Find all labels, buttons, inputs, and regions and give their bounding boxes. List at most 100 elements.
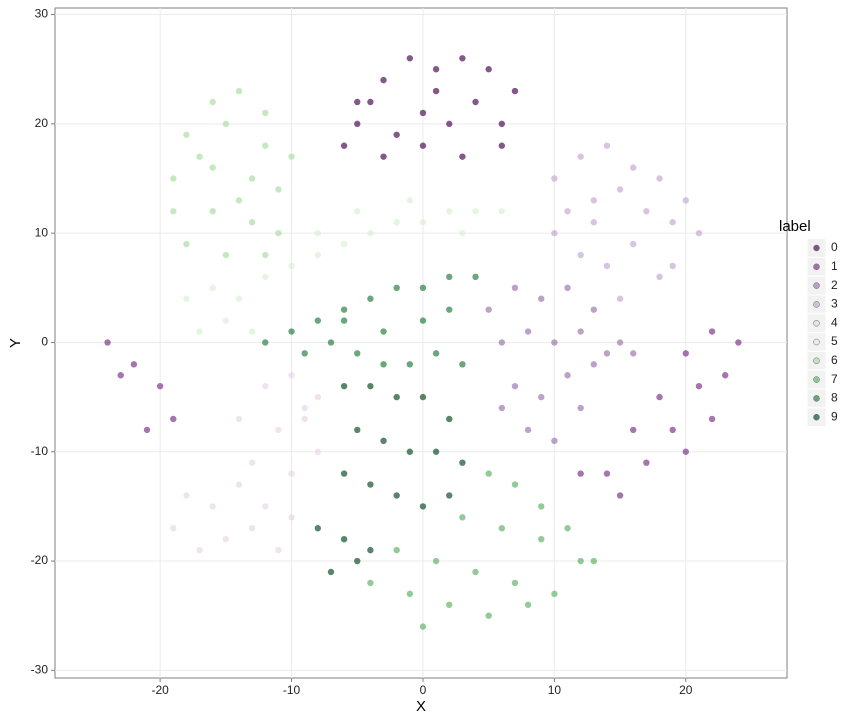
point: [616, 339, 624, 346]
point: [367, 295, 374, 302]
point: [538, 393, 545, 401]
point: [327, 568, 335, 576]
point: [682, 197, 690, 204]
point: [183, 131, 190, 138]
point: [262, 142, 269, 149]
point: [446, 601, 453, 608]
legend-label: 7: [831, 372, 838, 386]
point: [340, 317, 348, 324]
point: [314, 251, 322, 259]
point: [340, 535, 348, 543]
point: [314, 317, 322, 324]
legend-marker: [813, 244, 820, 252]
point: [498, 525, 506, 532]
point: [538, 503, 545, 510]
x-tick-label: -10: [283, 683, 301, 697]
y-tick-label: -10: [31, 444, 49, 458]
legend-title: label: [779, 218, 811, 235]
point: [301, 404, 308, 412]
point: [577, 557, 584, 565]
point: [380, 361, 387, 368]
point: [393, 492, 400, 499]
point: [459, 229, 466, 237]
point: [603, 142, 611, 149]
legend-label: 6: [831, 353, 838, 367]
point: [590, 197, 598, 204]
plot-panel: [54, 7, 788, 679]
point: [432, 66, 440, 73]
point: [393, 284, 400, 292]
point: [472, 568, 479, 576]
point: [314, 525, 322, 532]
point: [511, 87, 519, 95]
point: [170, 175, 177, 182]
point: [446, 273, 453, 281]
point: [669, 219, 676, 226]
point: [485, 470, 492, 477]
point: [551, 229, 558, 237]
point: [209, 98, 216, 106]
legend-marker: [813, 338, 820, 346]
point: [590, 219, 598, 226]
legend-marker: [813, 263, 820, 271]
y-tick-label: 10: [35, 225, 49, 239]
point: [511, 481, 519, 488]
point: [380, 437, 387, 445]
point: [288, 514, 295, 521]
point: [288, 372, 295, 379]
point: [222, 120, 230, 128]
point: [393, 131, 400, 138]
point: [380, 328, 387, 335]
point: [459, 55, 466, 62]
point: [630, 240, 637, 248]
point: [498, 142, 506, 149]
point: [603, 470, 611, 477]
point: [551, 175, 558, 182]
point: [446, 415, 453, 423]
point: [354, 98, 361, 106]
point: [340, 142, 348, 149]
point: [393, 393, 400, 401]
point: [419, 284, 427, 292]
legend-label: 2: [831, 278, 838, 292]
point: [340, 306, 348, 313]
point: [498, 404, 506, 412]
point: [524, 426, 532, 434]
point: [656, 393, 663, 401]
point: [262, 251, 269, 259]
point: [275, 229, 282, 237]
point: [354, 350, 361, 357]
point: [406, 361, 414, 368]
point: [222, 535, 230, 543]
legend-marker: [813, 319, 820, 327]
point: [498, 208, 506, 215]
point: [170, 208, 177, 215]
point: [248, 175, 256, 182]
legend-label: 4: [831, 315, 838, 329]
point: [419, 317, 427, 324]
point: [485, 66, 492, 73]
point: [459, 459, 466, 466]
point: [209, 208, 216, 215]
point: [314, 448, 322, 455]
point: [340, 382, 348, 390]
point: [262, 503, 269, 510]
point: [524, 328, 532, 335]
point: [432, 87, 440, 95]
point: [708, 415, 716, 423]
point: [288, 328, 295, 335]
point: [235, 481, 243, 488]
point: [170, 415, 177, 423]
point: [196, 153, 203, 160]
y-tick-label: 0: [41, 335, 48, 349]
point: [183, 240, 190, 248]
point: [367, 98, 374, 106]
point: [340, 470, 348, 477]
point: [419, 503, 427, 510]
point: [301, 415, 308, 423]
point: [209, 503, 216, 510]
point: [367, 229, 374, 237]
point: [511, 284, 519, 292]
point: [498, 120, 506, 128]
point: [354, 120, 361, 128]
